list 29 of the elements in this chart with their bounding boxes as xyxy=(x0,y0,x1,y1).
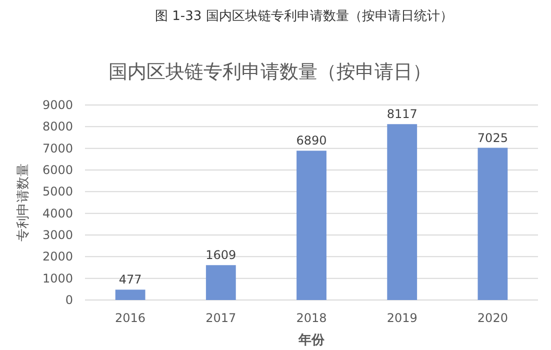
bar xyxy=(115,290,146,300)
bar xyxy=(296,150,326,300)
y-tick-label: 8000 xyxy=(42,120,73,134)
x-tick-label: 2019 xyxy=(386,311,418,325)
y-tick-label: 6000 xyxy=(42,163,73,177)
y-tick-label: 1000 xyxy=(42,271,73,286)
x-axis-title: 年份 xyxy=(298,333,326,348)
chart-title: 国内区块链专利申请数量（按申请日） xyxy=(108,61,432,83)
data-label: 477 xyxy=(118,272,142,287)
data-label: 1609 xyxy=(206,248,236,262)
y-tick-label: 7000 xyxy=(42,141,73,156)
y-tick-label: 4000 xyxy=(42,206,73,220)
data-label: 6890 xyxy=(296,134,327,148)
data-label: 8117 xyxy=(386,107,418,122)
caption: 图 1-33 国内区块链专利申请数量（按申请日统计） xyxy=(155,9,453,24)
y-tick-label: 9000 xyxy=(42,98,73,112)
y-tick-label: 0 xyxy=(65,293,73,307)
bar xyxy=(478,148,508,300)
x-tick-label: 2020 xyxy=(477,311,508,325)
x-tick-label: 2017 xyxy=(206,311,236,325)
bar xyxy=(387,124,418,300)
y-tick-label: 2000 xyxy=(42,250,73,264)
y-tick-label: 3000 xyxy=(42,228,73,242)
data-label: 7025 xyxy=(477,130,508,145)
y-tick-label: 5000 xyxy=(42,184,73,199)
y-axis-title: 专利申请数量 xyxy=(16,164,31,242)
x-tick-label: 2018 xyxy=(296,311,327,325)
bar xyxy=(206,265,236,300)
x-tick-label: 2016 xyxy=(115,311,146,325)
